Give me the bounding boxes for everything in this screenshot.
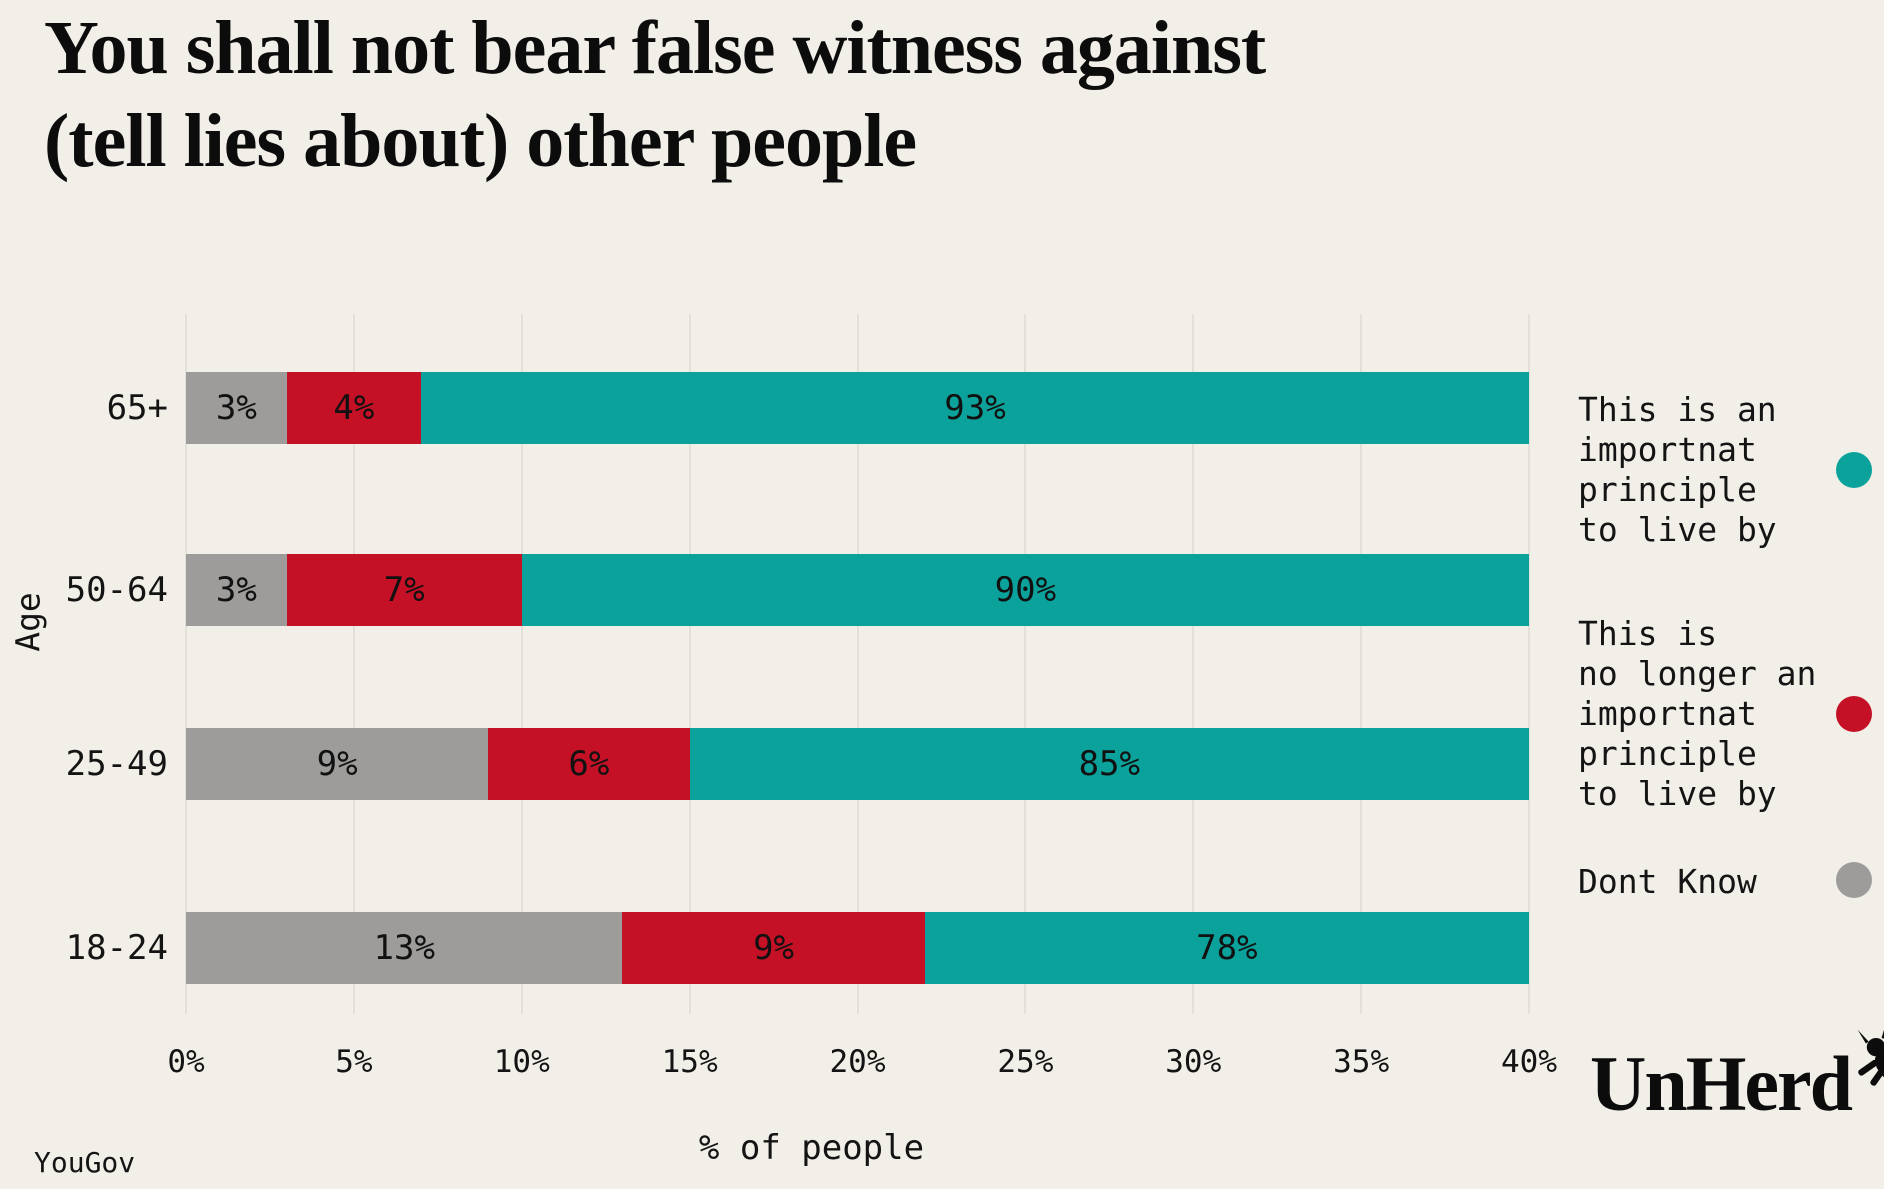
brand-logo: UnHerd: [1590, 1022, 1884, 1128]
bar-segment: 90%: [521, 554, 1529, 626]
bar-segment: 93%: [421, 372, 1529, 444]
gridline: [856, 314, 859, 1014]
bar-segment: 13%: [186, 912, 623, 984]
x-tick-label: 10%: [493, 1044, 550, 1080]
x-tick-label: 25%: [997, 1044, 1054, 1080]
bar-value-label: 3%: [215, 388, 257, 428]
legend-label-dont-know: Dont Know: [1578, 862, 1757, 901]
bar-value-label: 9%: [753, 928, 795, 968]
gridline: [185, 314, 187, 1014]
bar-value-label: 3%: [215, 570, 257, 610]
bar-value-label: 4%: [333, 388, 375, 428]
x-tick-label: 20%: [829, 1044, 886, 1080]
bar-segment: 9%: [622, 912, 925, 984]
category-label: 65+: [106, 388, 168, 428]
bar-value-label: 93%: [944, 388, 1006, 428]
bar-row-18-24: 18-24 13% 9% 78%: [66, 912, 1529, 984]
x-axis-ticks: 0% 5% 10% 15% 20% 25% 30% 35% 40%: [167, 1044, 1557, 1084]
bar-segment: 7%: [286, 554, 522, 626]
chart-title-line1: You shall not bear false witness against: [44, 6, 1266, 90]
x-tick-label: 0%: [167, 1044, 205, 1080]
chart-title: You shall not bear false witness against…: [44, 2, 1266, 187]
category-label: 50-64: [65, 570, 168, 610]
bar-row-50-64: 50-64 3% 7% 90%: [66, 554, 1529, 626]
legend-swatch-no-longer-important: [1836, 696, 1872, 732]
plot-area: 65+ 3% 4% 93% 50-64 3% 7% 90% 25-49 9% 6% 85% 18-24 1…: [66, 314, 1530, 1014]
bar-value-label: 9%: [316, 744, 358, 784]
bar-value-label: 90%: [994, 570, 1057, 610]
gridline: [520, 314, 523, 1014]
category-label: 25-49: [65, 744, 168, 784]
legend-swatch-dont-know: [1836, 862, 1872, 898]
unherd-wordmark: UnHerd: [1590, 1040, 1853, 1128]
category-label: 18-24: [65, 928, 168, 968]
gridline: [1360, 314, 1363, 1014]
y-axis-label: Age: [8, 592, 48, 652]
bar-segment: 3%: [186, 554, 287, 626]
x-tick-label: 35%: [1333, 1044, 1390, 1080]
chart-title-line2: (tell lies about) other people: [44, 98, 917, 183]
x-axis-label: % of people: [698, 1128, 925, 1168]
bar-row-65+: 65+ 3% 4% 93%: [107, 372, 1529, 444]
source-label: YouGov: [34, 1146, 136, 1179]
legend-label-important: This is an importnat principle to live b…: [1578, 390, 1777, 549]
x-tick-label: 30%: [1165, 1044, 1222, 1080]
x-tick-label: 5%: [335, 1044, 373, 1080]
bar-value-label: 7%: [383, 570, 425, 610]
x-tick-label: 15%: [661, 1044, 718, 1080]
x-tick-label: 40%: [1501, 1044, 1557, 1080]
bar-segment: 6%: [488, 728, 690, 800]
bar-segment: 3%: [186, 372, 287, 444]
bar-value-label: 85%: [1078, 744, 1140, 784]
gridline: [688, 314, 691, 1014]
bar-value-label: 6%: [568, 744, 610, 784]
bar-value-label: 13%: [373, 928, 435, 968]
bar-segment: 4%: [286, 372, 422, 444]
legend-swatch-important: [1836, 452, 1872, 488]
gridline: [1192, 314, 1195, 1014]
bull-icon: [1857, 1029, 1884, 1091]
gridline: [1528, 314, 1530, 1014]
bar-value-label: 78%: [1196, 928, 1258, 968]
legend-label-no-longer-important: This is no longer an importnat principle…: [1578, 614, 1817, 813]
bar-segment: 78%: [924, 912, 1529, 984]
bar-row-25-49: 25-49 9% 6% 85%: [66, 728, 1529, 800]
gridline: [1024, 314, 1027, 1014]
bar-segment: 85%: [689, 728, 1529, 800]
bar-segment: 9%: [186, 728, 489, 800]
gridline: [352, 314, 355, 1014]
